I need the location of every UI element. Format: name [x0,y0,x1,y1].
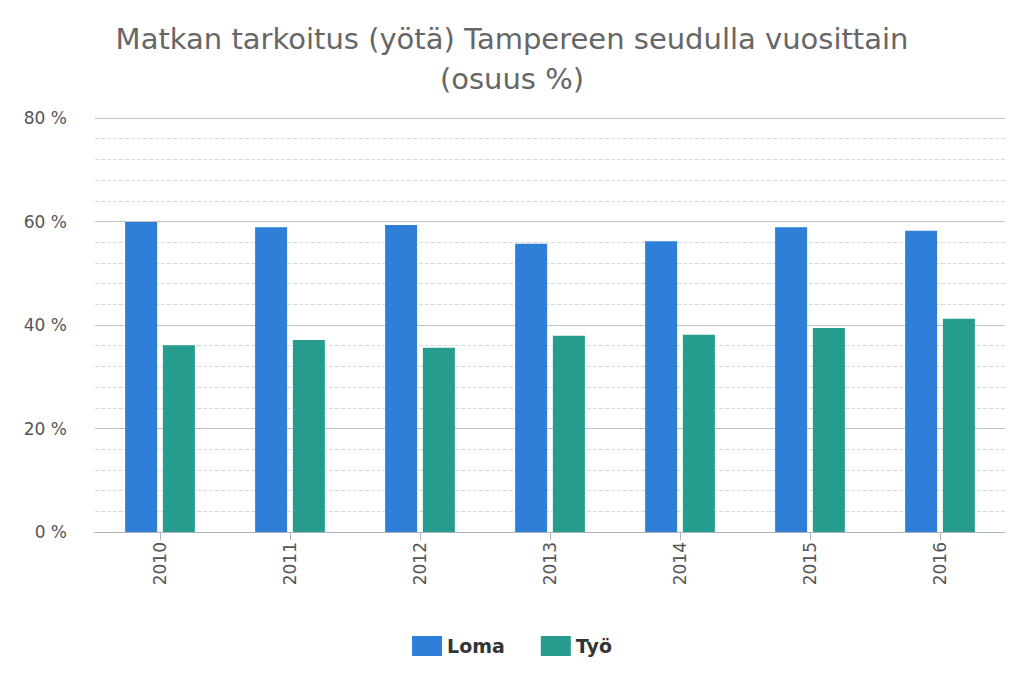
svg-text:2010: 2010 [150,542,170,585]
svg-text:2011: 2011 [280,542,300,585]
svg-text:0 %: 0 % [35,522,67,542]
svg-text:2015: 2015 [800,542,820,585]
svg-text:2013: 2013 [540,542,560,585]
svg-text:2012: 2012 [410,542,430,585]
svg-text:Työ: Työ [576,635,612,657]
svg-text:Matkan tarkoitus (yötä) Tamper: Matkan tarkoitus (yötä) Tampereen seudul… [116,22,909,56]
svg-text:40 %: 40 % [24,315,67,335]
svg-text:Loma: Loma [447,635,505,657]
svg-text:80 %: 80 % [24,108,67,128]
svg-text:2016: 2016 [930,542,950,585]
svg-text:20 %: 20 % [24,419,67,439]
svg-text:(osuus %): (osuus %) [440,62,584,96]
svg-text:2014: 2014 [670,542,690,585]
svg-text:60 %: 60 % [24,212,67,232]
